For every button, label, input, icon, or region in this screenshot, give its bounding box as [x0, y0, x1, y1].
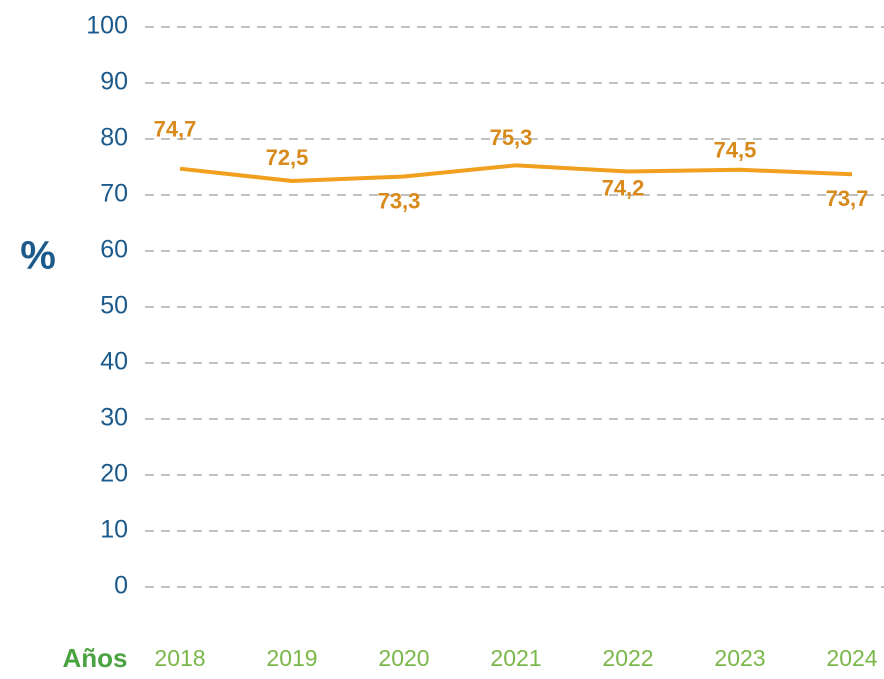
line	[179, 163, 853, 183]
x-tick-label: 2021	[490, 645, 541, 671]
y-tick-label: 40	[100, 348, 128, 376]
y-tick-label: 20	[100, 460, 128, 488]
y-tick-label: 80	[100, 124, 128, 152]
y-tick-label: 100	[86, 12, 128, 40]
x-tick-label: 2024	[826, 645, 877, 671]
x-axis-label: Años	[63, 643, 128, 673]
x-tick-label: 2023	[714, 645, 765, 671]
data-label: 73,3	[378, 188, 421, 213]
data-label: 75,3	[490, 125, 533, 150]
x-tick-label: 2019	[266, 645, 317, 671]
data-label: 74,5	[714, 138, 757, 163]
y-tick-label: 0	[114, 572, 128, 600]
y-tick-label: 30	[100, 404, 128, 432]
y-tick-label: 70	[100, 180, 128, 208]
y-tick-label: 60	[100, 236, 128, 264]
y-axis-label: %	[20, 234, 56, 278]
x-tick-label: 2018	[154, 645, 205, 671]
x-tick-label: 2020	[378, 645, 429, 671]
data-label: 74,7	[154, 116, 197, 141]
y-tick-label: 10	[100, 516, 128, 544]
y-tick-label: 50	[100, 292, 128, 320]
data-label: 74,2	[602, 175, 645, 200]
y-tick-label: 90	[100, 68, 128, 96]
data-label: 73,7	[826, 186, 869, 211]
x-tick-label: 2022	[602, 645, 653, 671]
data-label: 72,5	[266, 145, 309, 170]
